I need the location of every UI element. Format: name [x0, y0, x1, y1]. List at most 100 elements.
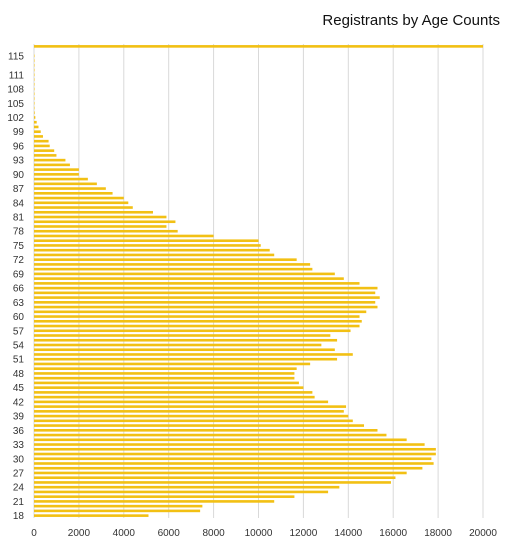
bar [34, 78, 35, 81]
bar [34, 315, 360, 318]
y-tick-label: 27 [13, 468, 25, 479]
bar [34, 301, 376, 304]
y-tick-label: 18 [13, 511, 25, 522]
bar [34, 457, 432, 461]
bar [34, 277, 344, 280]
y-tick-label: 87 [13, 184, 25, 195]
bar [34, 362, 311, 366]
bar [34, 92, 35, 96]
bar [34, 234, 214, 238]
bar [34, 476, 396, 480]
bar [34, 220, 176, 224]
bar [34, 386, 304, 389]
bar [34, 509, 201, 513]
bar [34, 357, 338, 361]
y-tick-label: 48 [13, 369, 25, 380]
y-tick-label: 111 [9, 70, 25, 81]
bar [34, 429, 378, 432]
y-tick-label: 90 [13, 170, 25, 181]
bar [34, 481, 391, 484]
x-tick-label: 20000 [469, 528, 497, 539]
bar [34, 106, 35, 110]
bar [34, 424, 365, 427]
y-tick-label: 45 [13, 383, 25, 394]
x-tick-label: 14000 [334, 528, 362, 539]
bar [34, 82, 35, 86]
bar [34, 45, 483, 48]
bar [34, 466, 423, 470]
bar [34, 229, 178, 233]
bar [34, 348, 335, 352]
bar [34, 116, 36, 119]
bar [34, 59, 35, 62]
x-tick-label: 10000 [245, 528, 273, 539]
y-tick-label: 75 [13, 241, 25, 252]
bar [34, 154, 57, 157]
y-tick-label: 63 [13, 298, 25, 309]
y-tick-label: 96 [13, 141, 25, 152]
bar [34, 334, 331, 337]
bar [34, 495, 295, 498]
y-tick-label: 57 [13, 326, 25, 337]
y-tick-label: 78 [13, 227, 25, 238]
bar [34, 201, 129, 205]
bar [34, 514, 149, 517]
bar [34, 376, 295, 380]
bar [34, 192, 113, 195]
bar [34, 158, 66, 162]
bar [34, 263, 311, 266]
bar [34, 125, 39, 129]
chart-title: Registrants by Age Counts [322, 12, 500, 29]
x-tick-label: 6000 [158, 528, 181, 539]
bar [34, 447, 436, 451]
y-tick-label: 51 [13, 355, 25, 366]
x-tick-label: 0 [31, 528, 37, 539]
bar [34, 296, 380, 299]
y-tick-label: 72 [13, 255, 25, 266]
bar [34, 111, 35, 115]
bar [34, 452, 436, 456]
bar [34, 433, 387, 437]
bar [34, 305, 378, 309]
bar [34, 338, 338, 342]
y-tick-label: 102 [7, 113, 24, 124]
bar [34, 391, 313, 394]
bar [34, 149, 55, 152]
bar [34, 272, 335, 276]
bar [34, 319, 362, 323]
bar [34, 267, 313, 271]
bar [34, 168, 79, 171]
bar [34, 405, 347, 408]
bar [34, 286, 378, 290]
bar [34, 310, 367, 314]
bar [34, 410, 344, 413]
bar [34, 438, 407, 442]
bar [34, 381, 299, 385]
bar [34, 500, 275, 503]
bar [34, 258, 297, 261]
bar [34, 329, 351, 333]
bar [34, 73, 35, 77]
bar [34, 248, 270, 252]
y-tick-label: 42 [13, 397, 25, 408]
bar [34, 291, 376, 295]
bar [34, 196, 124, 200]
bar [34, 177, 88, 181]
bar [34, 64, 35, 67]
bar [34, 367, 297, 370]
y-tick-label: 105 [7, 99, 24, 110]
bar [34, 504, 203, 508]
bar [34, 163, 70, 167]
bar [34, 120, 37, 124]
y-tick-label: 115 [8, 51, 24, 62]
y-tick-label: 21 [13, 497, 25, 508]
bar [34, 419, 353, 423]
bar [34, 144, 50, 148]
x-tick-label: 2000 [68, 528, 91, 539]
x-tick-label: 8000 [202, 528, 225, 539]
bar [34, 239, 259, 243]
bar [34, 182, 97, 186]
x-tick-label: 4000 [113, 528, 136, 539]
